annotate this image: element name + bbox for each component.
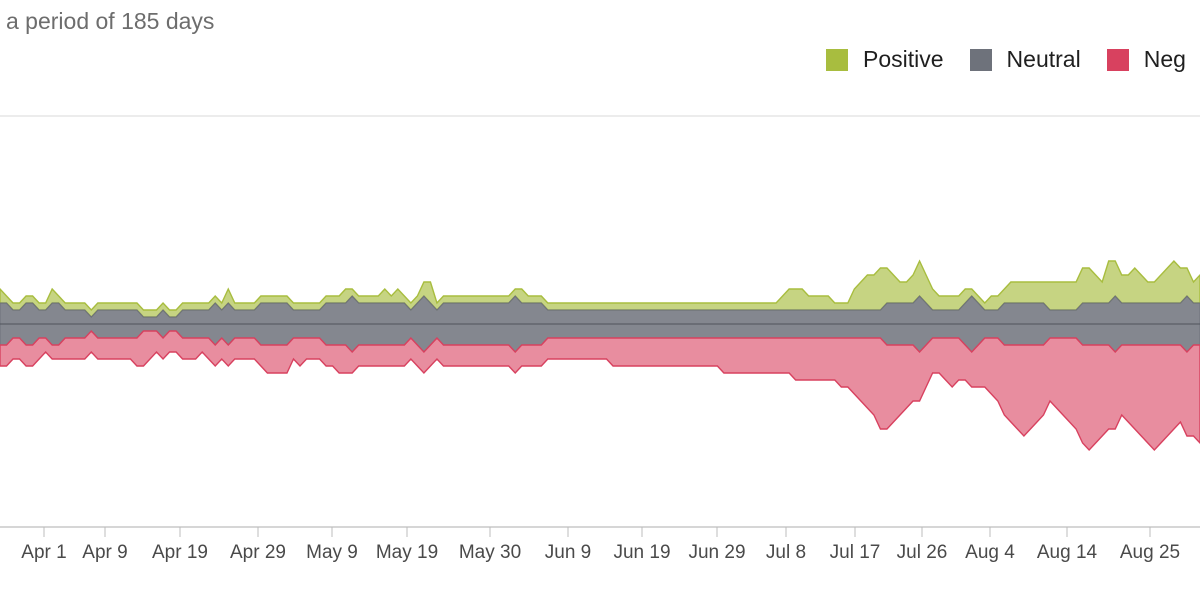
legend-swatch-positive — [826, 48, 848, 71]
x-tick-label: May 30 — [459, 542, 521, 563]
legend-label-neutral: Neutral — [1006, 46, 1081, 72]
x-tick-label: May 19 — [376, 542, 438, 563]
x-tick-label: Apr 29 — [230, 542, 286, 563]
x-tick-label: Aug 4 — [965, 542, 1015, 563]
legend-label-negative: Neg — [1143, 46, 1186, 72]
legend-item-positive[interactable]: Positive — [826, 46, 944, 73]
x-tick-label: Jul 26 — [897, 542, 948, 563]
legend-label-positive: Positive — [863, 46, 944, 72]
legend-swatch-neutral — [969, 48, 992, 71]
legend-item-neutral[interactable]: Neutral — [969, 46, 1081, 73]
x-tick-label: Apr 1 — [21, 542, 66, 563]
x-tick-label: Apr 9 — [82, 542, 127, 563]
x-tick-label: Apr 19 — [152, 542, 208, 563]
legend-item-negative[interactable]: Neg — [1106, 46, 1186, 73]
x-tick-label: Jul 8 — [766, 542, 806, 563]
legend-swatch-negative — [1106, 48, 1129, 71]
series-area-negative — [0, 329, 1200, 452]
x-tick-label: May 9 — [306, 542, 358, 563]
x-tick-label: Jun 29 — [688, 542, 745, 563]
x-tick-label: Jun 19 — [613, 542, 670, 563]
chart-legend: Positive Neutral Neg — [826, 46, 1200, 73]
x-tick-label: Jul 17 — [830, 542, 881, 563]
chart-subtitle: a period of 185 days — [6, 8, 215, 34]
x-tick-label: Jun 9 — [545, 542, 591, 563]
x-tick-label: Aug 25 — [1120, 542, 1180, 563]
x-tick-label: Aug 14 — [1037, 542, 1098, 563]
